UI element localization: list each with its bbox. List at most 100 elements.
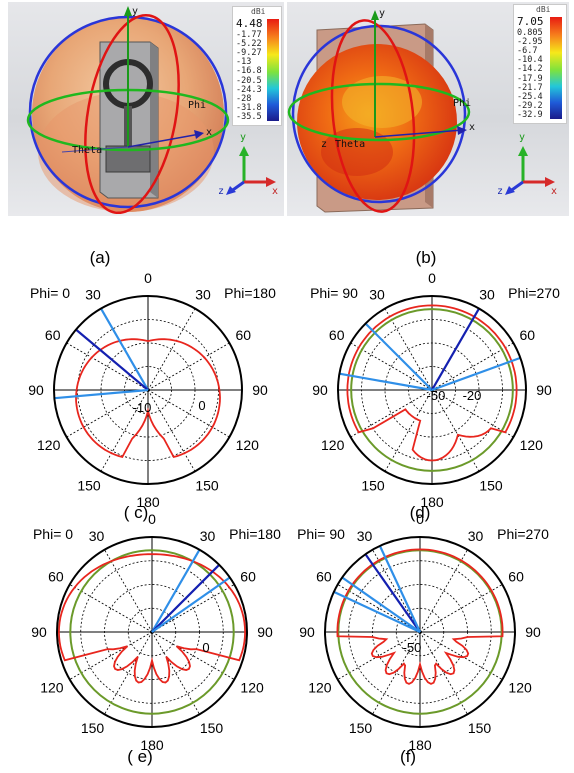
ring-red (84, 13, 180, 215)
polar-plot-f: 0 30 30 60 60 90 90 120 120 150 150 180 Phi= 90 Phi=2… (297, 511, 549, 766)
angle-l120: 120 (308, 680, 332, 696)
radial-scale-label: -50 (403, 640, 422, 655)
angle-r150: 150 (195, 477, 219, 493)
angle-180: 180 (408, 737, 432, 753)
triad-y-label: y (240, 132, 247, 143)
angle-r60: 60 (240, 569, 256, 585)
phi-right-label: Phi=270 (508, 285, 560, 301)
angle-l150: 150 (361, 477, 385, 493)
outer-ring (56, 536, 248, 728)
angle-l150: 150 (77, 477, 101, 493)
theta-label: Theta (72, 145, 103, 156)
radial-scale-label: -50 (427, 388, 446, 403)
reference-circle (350, 308, 514, 472)
beam-line (151, 549, 201, 633)
theta-label: Theta (335, 139, 366, 150)
angle-r90: 90 (257, 624, 273, 640)
radial-scale-label: 0 (202, 640, 209, 655)
y-axis-label: y (379, 8, 386, 19)
outer-ring (324, 536, 516, 728)
angle-r30: 30 (479, 287, 495, 303)
beam-line (341, 576, 421, 633)
beam-line (54, 388, 149, 400)
polar-plot-e: 0 30 30 60 60 90 90 120 120 150 150 180 Phi= 0 Phi=18… (31, 511, 281, 766)
phi-label: Phi (453, 98, 472, 109)
angle-r90: 90 (536, 382, 552, 398)
outer-ring (53, 295, 243, 485)
scale-max: 7.05 (517, 15, 544, 28)
outer-ring (337, 295, 527, 485)
angle-l90: 90 (312, 382, 328, 398)
beam-line (151, 576, 231, 633)
z-axis-label: z (321, 139, 328, 150)
angle-r150: 150 (200, 720, 224, 736)
x-axis-label: x (206, 127, 213, 138)
polar-plot-c: 0 30 30 60 60 90 90 120 120 150 150 180 Phi= 0 Phi=18… (28, 270, 276, 522)
angle-0: 0 (428, 270, 436, 286)
caption-f: (f) (400, 747, 416, 766)
pattern-curve (336, 548, 504, 685)
angle-180: 180 (140, 737, 164, 753)
radial-scale-label: 0 (198, 398, 205, 413)
phi-left-label: Phi= 0 (33, 526, 73, 542)
radial-scale-label: -10 (133, 400, 152, 415)
angle-0: 0 (148, 511, 156, 527)
scale-unit: dBi (251, 7, 266, 16)
angle-r30: 30 (200, 528, 216, 544)
angle-r120: 120 (240, 680, 264, 696)
angle-l90: 90 (28, 382, 44, 398)
color-scale-a: dBi 4.48 -1.77 -5.22 -9.27 -13 -16.8 -20… (232, 6, 282, 126)
angle-l90: 90 (31, 624, 47, 640)
angle-l60: 60 (316, 569, 332, 585)
scale-ticks: -1.77 -5.22 -9.27 -13 -16.8 -20.5 -24.3 … (236, 30, 262, 122)
triad-x-label: x (272, 186, 279, 197)
scale-colorbar (267, 19, 279, 121)
phi-right-label: Phi=270 (497, 526, 549, 542)
radiation-3d-a (26, 6, 276, 215)
angle-l60: 60 (329, 327, 345, 343)
angle-l120: 120 (37, 437, 61, 453)
triad-y-label: y (519, 132, 526, 143)
panel-b-3d-pattern: y x Phi Theta z y x z dBi 7.05 0.805 -2.… (287, 2, 569, 216)
angle-l90: 90 (299, 624, 315, 640)
caption-c: ( c) (124, 503, 149, 522)
x-axis (127, 133, 201, 148)
phi-left-label: Phi= 90 (310, 285, 358, 301)
panel-a-3d-pattern: y x Phi Theta y x z dBi 4.48 -1.77 -5.22… (8, 2, 284, 216)
scale-max: 4.48 (236, 17, 263, 30)
angle-r60: 60 (520, 327, 536, 343)
ring-green (287, 82, 471, 142)
caption-e: ( e) (127, 747, 153, 766)
beam-line (364, 553, 421, 633)
radial-scale-label: -20 (463, 388, 482, 403)
angle-r90: 90 (525, 624, 541, 640)
angle-l150: 150 (349, 720, 373, 736)
z-axis (61, 146, 129, 153)
ring-red (330, 19, 416, 213)
scale-colorbar (550, 17, 562, 119)
angle-r120: 120 (508, 680, 532, 696)
caption-d: (d) (410, 503, 431, 522)
pattern-curve (57, 553, 247, 684)
scale-ticks: 0.805 -2.95 -6.7 -10.4 -14.2 -17.9 -21.7… (517, 28, 543, 120)
caption-b: (b) (415, 248, 437, 267)
beam-line (378, 545, 421, 633)
angle-r90: 90 (252, 382, 268, 398)
beam-line (75, 328, 149, 391)
beam-line (431, 308, 480, 391)
angle-l60: 60 (45, 327, 61, 343)
phi-right-label: Phi=180 (224, 285, 276, 301)
color-scale-b: dBi 7.05 0.805 -2.95 -6.7 -10.4 -14.2 -1… (513, 4, 567, 124)
beam-line (100, 308, 149, 391)
angle-180: 180 (136, 494, 160, 510)
caption-a: (a) (89, 248, 111, 267)
x-axis (374, 129, 464, 138)
scale-unit: dBi (536, 5, 551, 14)
reference-circle (69, 549, 235, 715)
angle-l60: 60 (48, 569, 64, 585)
angle-l150: 150 (81, 720, 105, 736)
angle-r120: 120 (520, 437, 544, 453)
angle-0: 0 (416, 511, 424, 527)
triad-z-label: z (497, 186, 504, 197)
